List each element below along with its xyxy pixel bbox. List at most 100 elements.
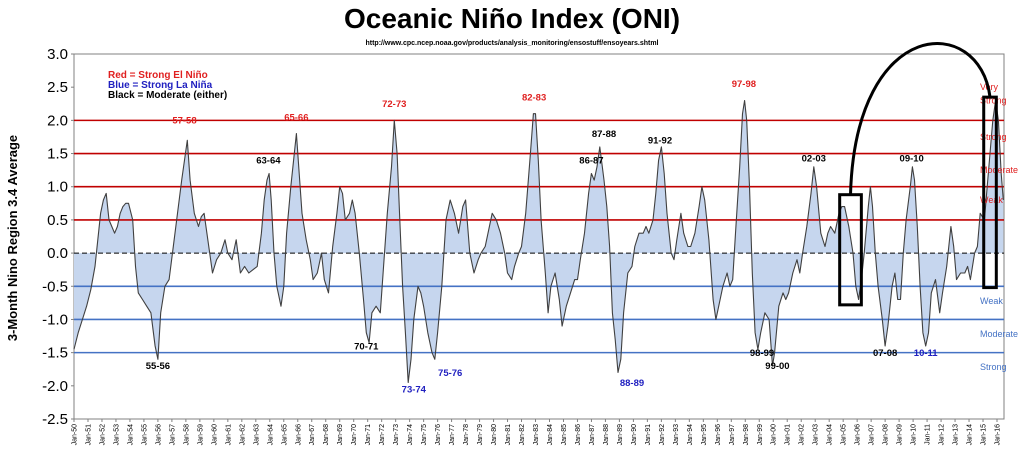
x-tick-label: Jan-89	[617, 424, 624, 446]
event-label: 82-83	[522, 92, 546, 103]
strength-label: Weak	[980, 296, 1003, 306]
x-tick-label: Jan-92	[659, 424, 666, 446]
y-tick-label: 1.5	[47, 146, 68, 163]
x-tick-label: Jan-90	[631, 424, 638, 446]
x-tick-label: Jan-79	[477, 424, 484, 446]
x-tick-label: Jan-16	[995, 424, 1002, 446]
strength-label: Strong	[980, 95, 1007, 105]
plot-area: 3.0 2.5 2.0 1.5 1.0 0.5 0.0 -0.5 -1.0 -1.5 -2.0 -2.…	[42, 42, 1018, 446]
event-label: 72-73	[382, 99, 406, 110]
event-label: 07-08	[873, 348, 897, 359]
x-tick-label: Jan-99	[757, 424, 764, 446]
event-label: 09-10	[900, 154, 924, 165]
y-tick-label: -1.5	[42, 345, 68, 362]
strength-label: Moderate	[980, 165, 1018, 175]
x-tick-label: Jan-04	[827, 424, 834, 446]
x-tick-label: Jan-59	[197, 424, 204, 446]
x-tick-label: Jan-73	[393, 424, 400, 446]
event-label: 87-88	[592, 129, 616, 140]
y-tick-label: 0.5	[47, 212, 68, 229]
event-label: 91-92	[648, 136, 672, 147]
x-tick-label: Jan-11	[925, 424, 932, 445]
x-tick-label: Jan-78	[463, 424, 470, 446]
x-tick-label: Jan-95	[701, 424, 708, 446]
x-tick-label: Jan-76	[435, 424, 442, 446]
x-tick-label: Jan-13	[953, 424, 960, 446]
oni-series-line	[73, 99, 1004, 384]
x-tick-label: Jan-96	[715, 424, 722, 446]
event-label: 02-03	[802, 154, 826, 165]
legend-entry: Blue = Strong La Niña	[108, 80, 213, 91]
x-tick-label: Jan-15	[981, 424, 988, 446]
x-tick-label: Jan-86	[575, 424, 582, 446]
x-tick-label: Jan-85	[561, 424, 568, 446]
highlight-box	[982, 95, 998, 290]
y-tick-label: 2.0	[47, 112, 68, 129]
x-tick-label: Jan-84	[547, 424, 554, 446]
x-tick-label: Jan-81	[505, 424, 512, 446]
x-tick-label: Jan-55	[141, 424, 148, 446]
x-tick-label: Jan-53	[114, 424, 121, 446]
legend-entry: Black = Moderate (either)	[108, 90, 227, 101]
event-label: 70-71	[354, 341, 379, 352]
x-tick-label: Jan-54	[127, 424, 134, 446]
x-tick-label: Jan-56	[155, 424, 162, 446]
y-tick-label: -2.0	[42, 378, 68, 395]
x-tick-label: Jan-06	[855, 424, 862, 446]
event-label: 57-58	[172, 116, 196, 127]
event-label: 75-76	[438, 368, 462, 379]
highlight-connector-arc	[849, 42, 992, 195]
x-tick-label: Jan-87	[589, 424, 596, 446]
y-tick-label: 3.0	[47, 46, 68, 63]
x-tick-label: Jan-98	[743, 424, 750, 446]
event-label: 88-89	[620, 378, 644, 389]
y-tick-label: 0.0	[47, 245, 68, 262]
x-tick-label: Jan-09	[897, 424, 904, 446]
event-label: 98-99	[750, 348, 774, 359]
x-tick-label: Jan-75	[421, 424, 428, 446]
y-tick-label: -0.5	[42, 278, 68, 295]
x-tick-label: Jan-02	[799, 424, 806, 446]
x-tick-label: Jan-88	[603, 424, 610, 446]
x-tick-label: Jan-51	[86, 424, 93, 446]
x-tick-label: Jan-77	[449, 424, 456, 446]
x-tick-label: Jan-61	[225, 424, 232, 446]
x-tick-label: Jan-68	[323, 424, 330, 446]
x-tick-label: Jan-66	[295, 424, 302, 446]
x-tick-label: Jan-97	[729, 424, 736, 446]
y-tick-label: -1.0	[42, 311, 68, 328]
chart-title: Oceanic Niño Index (ONI)	[344, 3, 680, 34]
event-label: 65-66	[284, 112, 308, 123]
x-tick-label: Jan-12	[939, 424, 946, 446]
x-tick-label: Jan-63	[253, 424, 260, 446]
x-tick-label: Jan-62	[239, 424, 246, 446]
x-tick-label: Jan-07	[869, 424, 876, 446]
strength-label: Moderate	[980, 329, 1018, 339]
y-axis-label: 3-Month Nino Region 3.4 Average	[5, 135, 20, 341]
x-tick-label: Jan-08	[883, 424, 890, 446]
x-tick-label: Jan-03	[813, 424, 820, 446]
x-tick-label: Jan-67	[309, 424, 316, 446]
x-tick-label: Jan-64	[267, 424, 274, 446]
x-tick-label: Jan-65	[281, 424, 288, 446]
x-tick-label: Jan-69	[337, 424, 344, 446]
event-label: 73-74	[402, 384, 427, 395]
y-tick-label: -2.5	[42, 411, 68, 428]
x-tick-label: Jan-71	[365, 424, 372, 446]
x-tick-label: Jan-57	[169, 424, 176, 446]
source-url: http://www.cpc.ncep.noaa.gov/products/an…	[365, 40, 658, 47]
x-tick-label: Jan-70	[351, 424, 358, 446]
x-tick-label: Jan-91	[645, 424, 652, 446]
event-label: 97-98	[732, 79, 756, 90]
x-tick-label: Jan-10	[911, 424, 918, 446]
x-tick-label: Jan-94	[687, 424, 694, 446]
x-tick-label: Jan-74	[407, 424, 414, 446]
strength-label: Strong	[980, 362, 1007, 372]
event-label: 63-64	[256, 156, 281, 167]
y-tick-label: 2.5	[47, 79, 68, 96]
event-label: 86-87	[579, 156, 603, 167]
x-tick-label: Jan-93	[673, 424, 680, 446]
legend-entry: Red = Strong El Niño	[108, 70, 208, 81]
